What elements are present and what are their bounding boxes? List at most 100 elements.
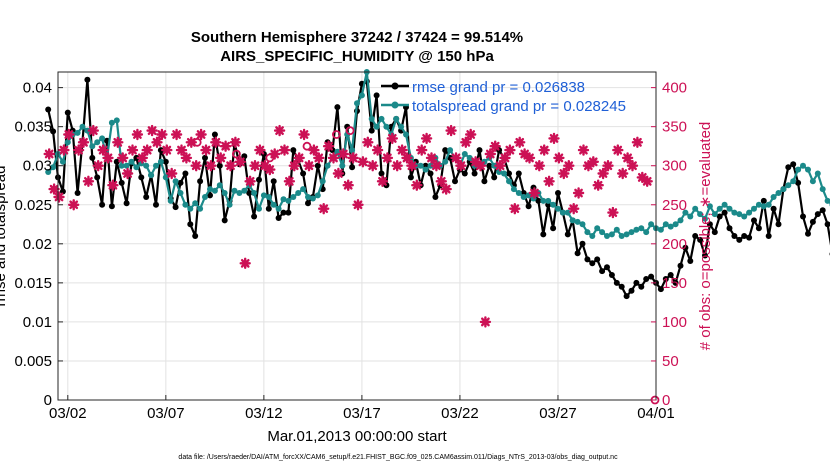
rmse-point <box>153 201 159 208</box>
legend: rmse grand pr = 0.026838 totalspread gra… <box>381 79 626 115</box>
evaluated-obs-marker <box>538 144 550 156</box>
y-axis-left-label: rmse and totalspread <box>0 166 9 307</box>
x-tick-label: 03/22 <box>441 405 479 422</box>
rmse-point <box>697 236 704 243</box>
spread-point <box>368 115 375 122</box>
evaluated-obs-marker <box>117 152 129 164</box>
spread-point <box>427 162 434 169</box>
spread-point <box>687 213 694 220</box>
rmse-point <box>432 194 439 200</box>
spread-point <box>50 164 57 171</box>
spread-point <box>226 201 233 208</box>
spread-point <box>711 211 718 218</box>
evaluated-obs-marker <box>229 136 242 148</box>
evaluated-obs-marker <box>234 156 246 168</box>
evaluated-obs-marker <box>548 132 560 145</box>
rmse-point <box>491 174 498 181</box>
evaluated-obs-marker <box>597 167 609 180</box>
x-tick-label: 03/12 <box>245 405 283 422</box>
y-left-tick-label: 0.04 <box>23 80 52 97</box>
spread-point <box>755 201 762 208</box>
evaluated-obs-marker <box>48 183 60 195</box>
spread-point <box>731 209 738 216</box>
spread-point <box>790 178 797 185</box>
x-tick-label: 03/07 <box>147 405 185 422</box>
x-tick-label: 03/27 <box>539 405 577 422</box>
evaluated-obs-marker <box>146 124 158 137</box>
chart-title: Southern Hemisphere 37242 / 37424 = 99.5… <box>191 29 523 46</box>
spread-point <box>305 194 311 200</box>
evaluated-obs-marker <box>313 152 325 164</box>
spread-point <box>94 139 101 146</box>
rmse-point <box>256 176 262 183</box>
evaluated-obs-marker <box>469 156 482 168</box>
spread-point <box>682 209 689 216</box>
possible-obs-marker <box>331 130 341 139</box>
evaluated-obs-marker <box>77 136 90 148</box>
spread-point <box>339 162 346 169</box>
rmse-point <box>721 209 728 216</box>
rmse-point <box>751 217 757 224</box>
evaluated-obs-marker <box>308 144 320 156</box>
evaluated-obs-marker <box>190 160 202 172</box>
evaluated-obs-marker <box>420 132 433 145</box>
evaluated-obs-marker <box>577 144 590 156</box>
rmse-point <box>795 179 802 186</box>
spread-point <box>559 209 566 216</box>
evaluated-obs-marker <box>533 160 545 172</box>
spread-point <box>672 221 679 228</box>
rmse-point <box>172 204 179 211</box>
spread-point <box>760 203 767 210</box>
spread-point <box>300 186 307 193</box>
rmse-point <box>682 244 689 251</box>
spread-point <box>84 127 91 134</box>
spread-point <box>584 229 591 236</box>
evaluated-obs-marker <box>425 152 438 164</box>
y-left-tick-label: 0.03 <box>23 158 52 175</box>
rmse-point <box>765 233 772 239</box>
rmse-point <box>662 276 669 282</box>
rmse-point <box>608 272 615 278</box>
y-right-tick-label: 250 <box>662 197 687 214</box>
rmse-point <box>809 218 816 225</box>
spread-point <box>628 229 635 236</box>
spread-point <box>564 209 571 216</box>
spread-point <box>182 201 189 208</box>
rmse-point <box>207 192 213 199</box>
rmse-point <box>481 178 488 185</box>
rmse-point <box>633 279 640 286</box>
spread-point <box>618 233 625 239</box>
spread-point <box>555 205 561 212</box>
spread-point <box>256 205 262 212</box>
spread-point <box>809 178 816 185</box>
evaluated-obs-marker <box>200 144 212 156</box>
evaluated-obs-marker <box>371 144 384 156</box>
evaluated-obs-marker <box>219 140 232 152</box>
rmse-point <box>305 200 311 207</box>
rmse-point <box>525 203 532 210</box>
spread-point <box>280 196 287 203</box>
spread-point <box>501 170 507 177</box>
evaluated-obs-marker <box>166 167 178 180</box>
legend-rmse-label: rmse grand pr = 0.026838 <box>412 79 585 96</box>
y-left-tick-label: 0.02 <box>23 236 52 253</box>
spread-point <box>153 162 159 169</box>
spread-point <box>775 190 782 196</box>
spread-point <box>236 190 243 196</box>
rmse-point <box>50 128 57 135</box>
evaluated-obs-marker <box>518 148 531 160</box>
possible-obs-marker <box>265 153 275 163</box>
rmse-point <box>515 170 522 177</box>
rmse-point <box>564 231 571 238</box>
possible-obs-marker <box>231 149 241 159</box>
spread-point <box>378 115 385 122</box>
evaluated-obs-marker <box>53 191 65 203</box>
evaluated-obs-marker <box>401 152 413 164</box>
spread-point <box>167 197 174 204</box>
rmse-point <box>746 234 753 241</box>
rmse-point <box>74 190 81 196</box>
evaluated-obs-marker <box>641 175 653 187</box>
evaluated-obs-marker <box>170 128 183 141</box>
spread-point <box>442 158 449 165</box>
spread-point <box>187 205 194 212</box>
